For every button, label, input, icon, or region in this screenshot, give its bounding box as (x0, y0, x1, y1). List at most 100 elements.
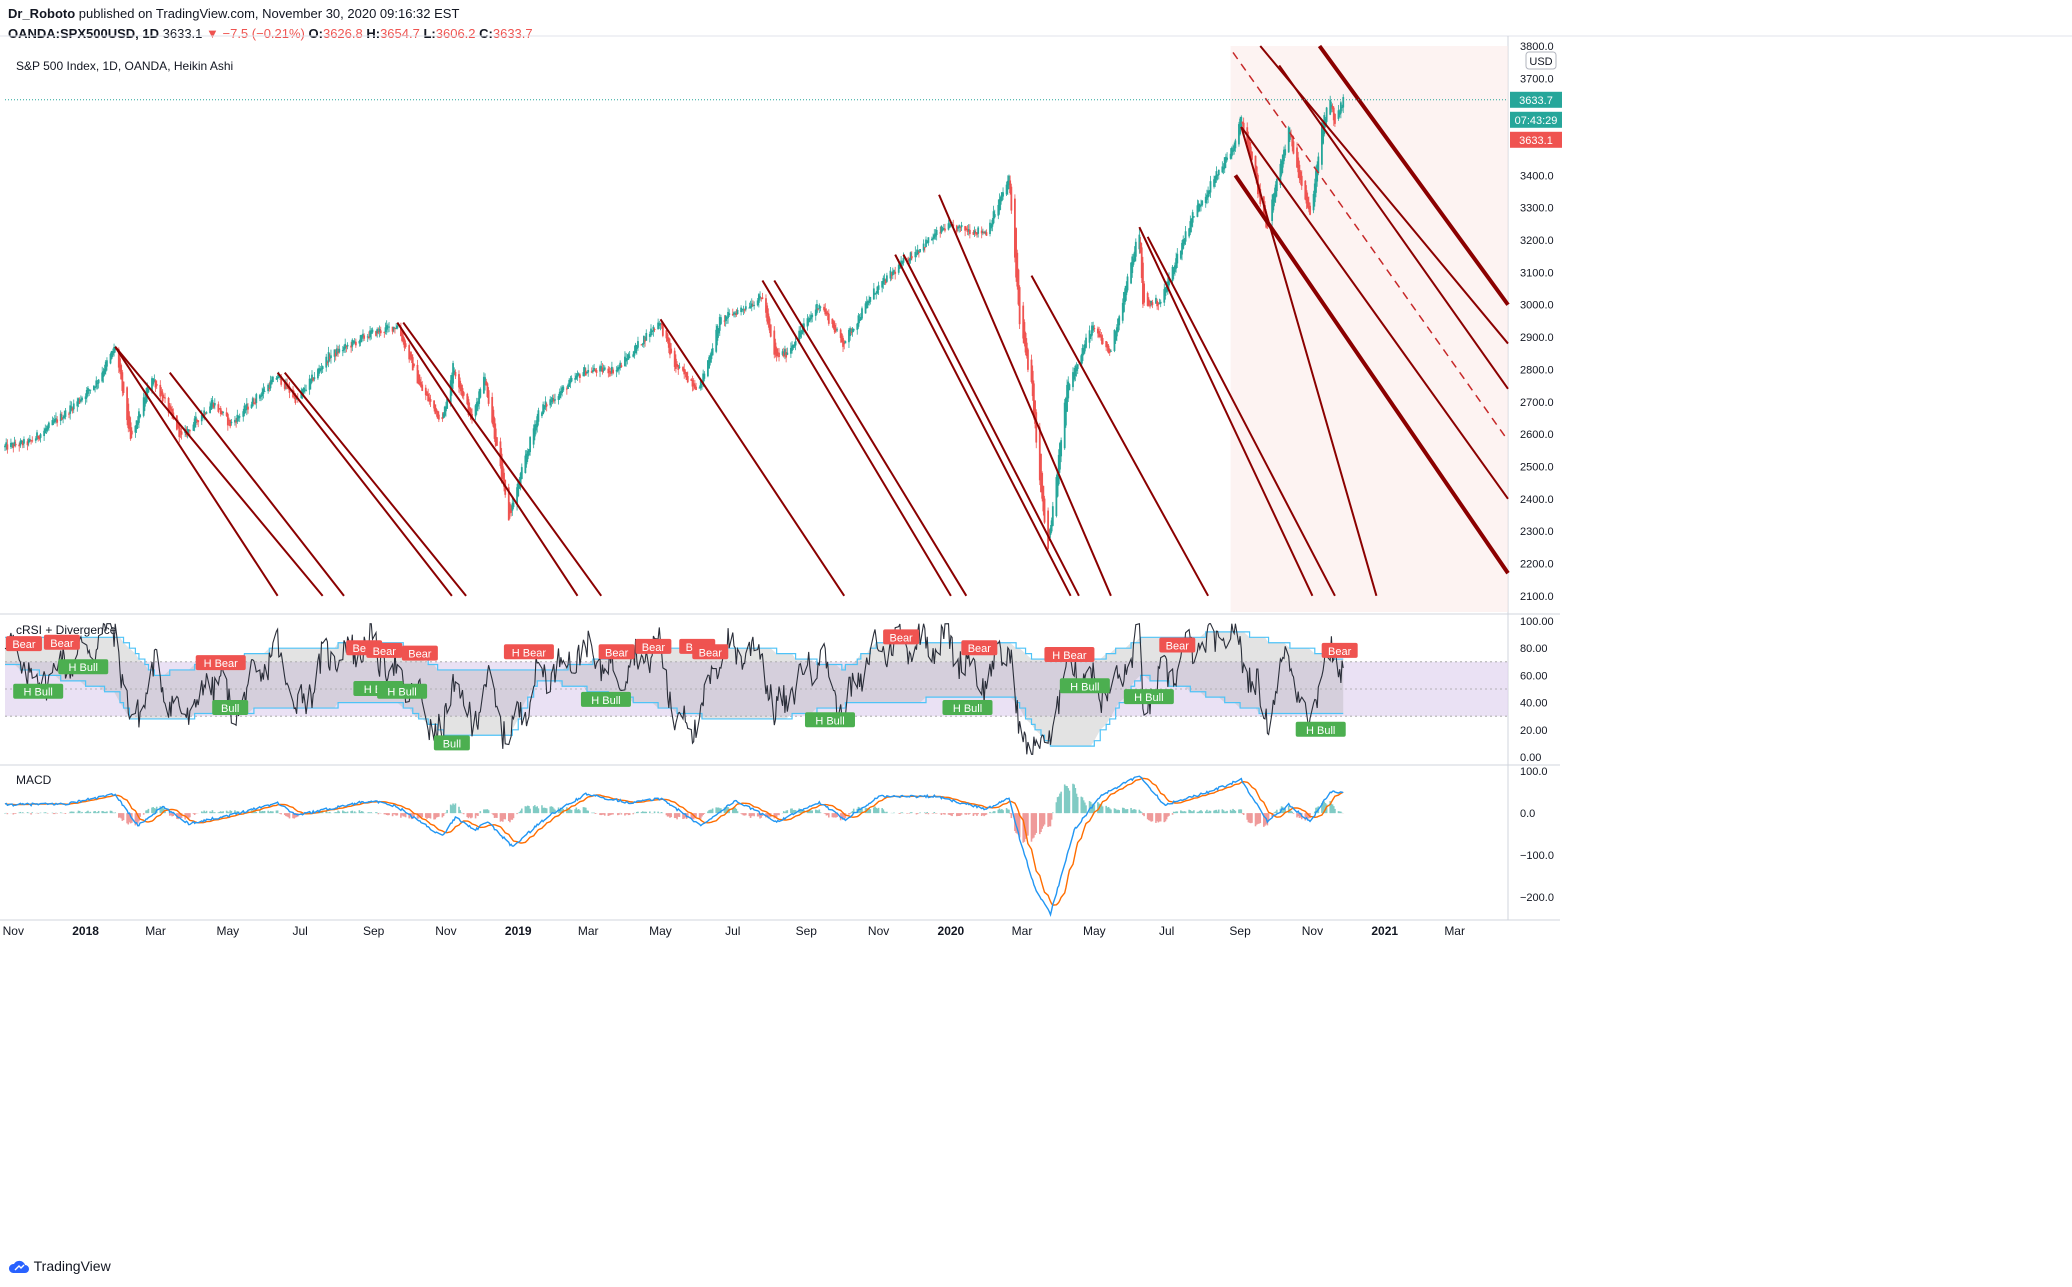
candle-body (964, 226, 967, 231)
macd-tick-label: 0.0 (1520, 808, 1535, 820)
macd-histogram-bar (408, 813, 410, 819)
candle-body (844, 341, 847, 344)
candle-body (326, 362, 329, 364)
candle-body (874, 293, 876, 295)
macd-histogram-bar (127, 813, 130, 825)
macd-histogram-bar (909, 812, 912, 814)
candle-body (27, 439, 30, 444)
macd-histogram-bar (200, 811, 203, 814)
candle-body (409, 352, 412, 357)
macd-histogram-bar (1075, 793, 1078, 814)
candle-body (1284, 149, 1287, 156)
macd-histogram-bar (1225, 811, 1227, 814)
macd-histogram-bar (628, 813, 631, 815)
macd-histogram-bar (1002, 810, 1004, 814)
candle-body (535, 423, 537, 431)
candle-body (4, 445, 6, 448)
macd-histogram-bar (733, 806, 735, 814)
macd-histogram-bar (225, 810, 228, 814)
macd-histogram-bar (102, 811, 105, 814)
candle-body (590, 371, 593, 373)
candle-body (47, 422, 50, 428)
price-tick-label: 2900.0 (1520, 332, 1554, 344)
macd-histogram-bar (524, 806, 527, 814)
candle-body (552, 399, 555, 402)
macd-histogram-bar (1193, 810, 1195, 814)
candle-body (781, 351, 784, 355)
macd-histogram-bar (218, 811, 221, 814)
candle-body (851, 328, 854, 333)
macd-histogram-bar (811, 810, 814, 814)
candle-body (857, 315, 860, 327)
candle-body (477, 401, 479, 407)
macd-histogram-bar (901, 812, 904, 814)
candle-body (576, 373, 579, 378)
macd-histogram-bar (694, 813, 696, 819)
tradingview-logo[interactable]: TradingView (8, 1258, 111, 1274)
candle-body (570, 377, 573, 382)
candle-body (251, 398, 254, 407)
bull-label-box (212, 700, 249, 716)
candle-body (1214, 176, 1217, 184)
candle-body (134, 425, 137, 433)
candle-body (454, 371, 457, 377)
macd-histogram-bar (649, 811, 651, 814)
candle-body (1171, 266, 1174, 282)
candle-body (574, 378, 577, 380)
macd-histogram-bar (989, 811, 991, 814)
macd-histogram-bar (263, 810, 266, 814)
candle-body (276, 377, 279, 379)
candle-body (101, 372, 104, 382)
macd-histogram-bar (549, 806, 552, 814)
candle-body (1337, 110, 1340, 119)
candle-body (980, 230, 983, 234)
candle-body (280, 376, 283, 385)
candle-body (1330, 104, 1333, 108)
rsi-tick-label: 80.00 (1520, 643, 1548, 655)
bear-label-text: H Bear (204, 658, 239, 670)
date-tick-label: Jul (725, 924, 740, 938)
candle-body (1322, 124, 1324, 144)
macd-histogram-bar (521, 808, 523, 814)
candle-body (484, 377, 486, 386)
macd-histogram-bar (998, 808, 1001, 814)
candle-body (807, 318, 810, 323)
candle-body (520, 467, 523, 479)
macd-histogram-bar (1167, 813, 1169, 817)
macd-histogram-bar (76, 812, 79, 814)
macd-histogram-bar (570, 809, 573, 814)
bull-label-box (1123, 689, 1174, 705)
macd-histogram-bar (328, 811, 331, 814)
bear-label-text: Bear (1166, 640, 1190, 652)
candle-body (45, 428, 48, 431)
macd-histogram-bar (260, 811, 262, 814)
macd-histogram-bar (470, 813, 472, 819)
candle-body (883, 279, 886, 282)
macd-histogram-bar (14, 813, 17, 814)
candle-body (203, 410, 206, 417)
macd-histogram-bar (603, 813, 606, 816)
macd-histogram-bar (850, 812, 853, 814)
candle-body (1249, 146, 1252, 157)
candle-body (147, 389, 150, 393)
candle-body (303, 389, 306, 391)
macd-histogram-bar (355, 812, 357, 814)
macd-histogram-bar (965, 813, 968, 815)
author-link[interactable]: Dr_Roboto (8, 6, 76, 21)
macd-histogram-bar (525, 806, 528, 814)
macd-histogram-bar (1034, 813, 1036, 835)
macd-histogram-bar (575, 807, 578, 814)
candle-body (317, 369, 319, 379)
candle-body (658, 324, 661, 326)
macd-histogram-bar (723, 807, 726, 814)
macd-histogram-bar (172, 813, 175, 816)
macd-histogram-bar (774, 813, 777, 817)
bull-label-text: H Bull (1306, 725, 1335, 737)
macd-histogram-bar (1229, 809, 1232, 814)
macd-histogram-bar (718, 808, 721, 814)
macd-histogram-bar (956, 813, 958, 817)
candle-body (990, 225, 993, 229)
candle-body (686, 376, 689, 383)
candle-body (88, 389, 91, 391)
